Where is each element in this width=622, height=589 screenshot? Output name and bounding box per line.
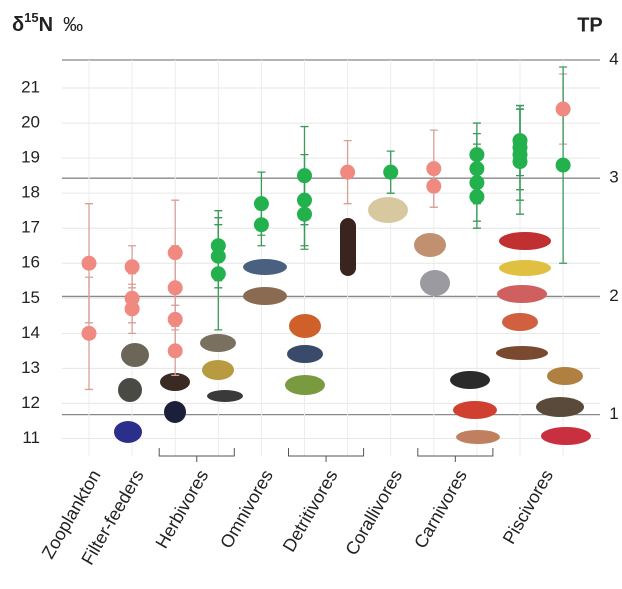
y2-tick-label: 2 bbox=[609, 286, 618, 305]
x-tick-label: Carnivores bbox=[410, 466, 471, 551]
y-tick-label: 17 bbox=[21, 218, 40, 237]
point bbox=[167, 311, 183, 327]
point bbox=[167, 343, 183, 359]
decor bbox=[114, 197, 591, 445]
point bbox=[167, 280, 183, 296]
y-tick-label: 15 bbox=[21, 288, 40, 307]
point bbox=[469, 161, 485, 177]
y-tick-label: 19 bbox=[21, 148, 40, 167]
point bbox=[81, 325, 97, 341]
y2-tick-label: 1 bbox=[609, 404, 618, 423]
y-tick-label: 18 bbox=[21, 183, 40, 202]
point bbox=[469, 189, 485, 205]
point bbox=[469, 147, 485, 163]
group-bracket bbox=[417, 448, 494, 462]
point bbox=[512, 154, 528, 170]
y2-tick-label: 3 bbox=[609, 168, 618, 187]
y-tick-label: 12 bbox=[21, 393, 40, 412]
point bbox=[555, 101, 571, 117]
y-axis-title: δ15N ‰ bbox=[12, 10, 83, 36]
group-bracket bbox=[158, 448, 235, 462]
y-tick-label: 21 bbox=[21, 78, 40, 97]
point bbox=[469, 175, 485, 191]
point bbox=[124, 259, 140, 275]
point bbox=[340, 164, 356, 180]
point bbox=[426, 161, 442, 177]
x-tick-label: Detritivores bbox=[279, 466, 342, 555]
x-tick-label: Corallivores bbox=[341, 466, 406, 558]
point bbox=[210, 238, 226, 254]
point bbox=[81, 255, 97, 271]
y-tick-label: 14 bbox=[21, 323, 40, 342]
point bbox=[555, 157, 571, 173]
point bbox=[253, 196, 269, 212]
x-tick-label: Piscivores bbox=[499, 466, 557, 547]
x-tick-label: Omnivores bbox=[216, 466, 277, 551]
x-tick-label: Herbivores bbox=[151, 466, 212, 551]
point bbox=[426, 178, 442, 194]
point bbox=[253, 217, 269, 233]
point bbox=[383, 164, 399, 180]
group-bracket bbox=[288, 448, 365, 462]
y-tick-label: 16 bbox=[21, 253, 40, 272]
point bbox=[124, 290, 140, 306]
point bbox=[297, 206, 312, 222]
point bbox=[210, 266, 226, 282]
point bbox=[297, 168, 312, 184]
y2-axis-title: TP bbox=[577, 14, 603, 36]
y2-tick-label: 4 bbox=[609, 49, 618, 68]
y-tick-label: 11 bbox=[22, 428, 40, 447]
point bbox=[297, 192, 312, 208]
y-tick-label: 13 bbox=[21, 358, 40, 377]
point bbox=[124, 301, 140, 317]
y-tick-label: 20 bbox=[21, 113, 40, 132]
point bbox=[167, 245, 183, 261]
point bbox=[210, 248, 226, 264]
